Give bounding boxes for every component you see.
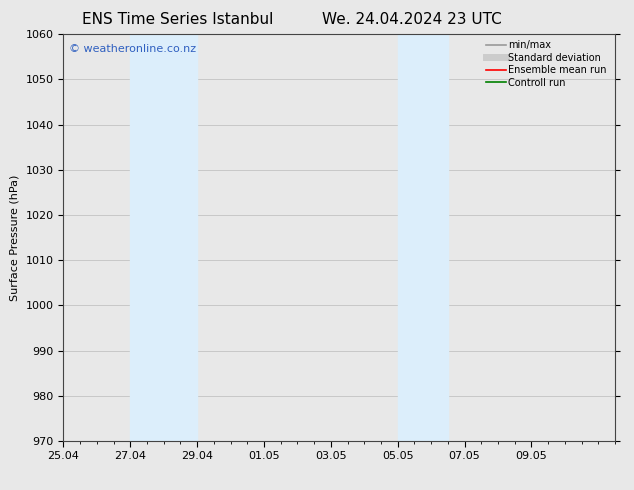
Y-axis label: Surface Pressure (hPa): Surface Pressure (hPa) [10, 174, 20, 301]
Legend: min/max, Standard deviation, Ensemble mean run, Controll run: min/max, Standard deviation, Ensemble me… [482, 36, 612, 92]
Text: © weatheronline.co.nz: © weatheronline.co.nz [69, 45, 196, 54]
Text: We. 24.04.2024 23 UTC: We. 24.04.2024 23 UTC [322, 12, 502, 27]
Text: ENS Time Series Istanbul: ENS Time Series Istanbul [82, 12, 273, 27]
Bar [130, 34, 197, 441]
Bar [398, 34, 448, 441]
